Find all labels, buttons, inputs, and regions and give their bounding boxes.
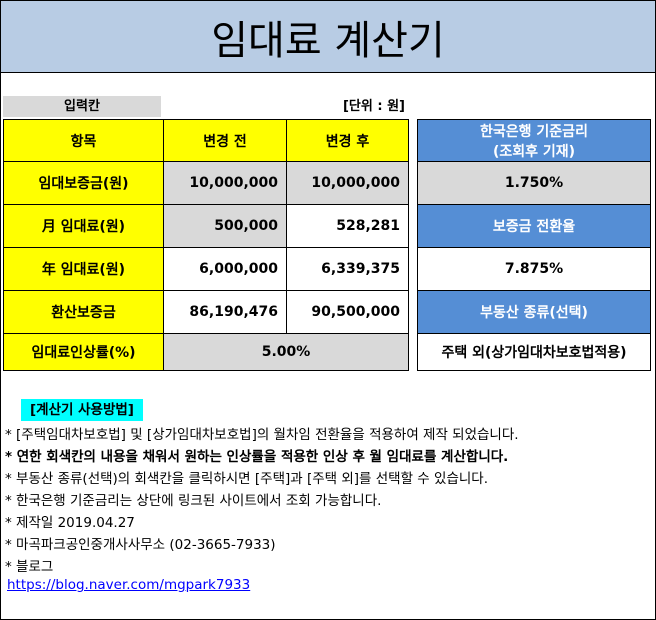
cell[interactable]: 10,000,000: [286, 161, 409, 205]
instruction: * 연한 회색칸의 내용을 채워서 원하는 인상률을 적용한 인상 후 월 임대…: [5, 449, 509, 465]
cell[interactable]: 5.00%: [163, 333, 409, 371]
input-label: 입력칸: [3, 96, 161, 117]
side-header: 보증금 전환율: [417, 204, 651, 248]
label-line: 한국은행 기준금리: [480, 123, 588, 140]
cell: 6,000,000: [163, 247, 287, 291]
cell: 6,339,375: [286, 247, 409, 291]
cell: 528,281: [286, 204, 409, 248]
blog-link[interactable]: https://blog.naver.com/mgpark7933: [7, 577, 251, 593]
side-header: 한국은행 기준금리 (조회후 기재): [417, 119, 651, 162]
header-cell: 항목: [3, 119, 164, 162]
cell: 86,190,476: [163, 290, 287, 334]
cell[interactable]: 10,000,000: [163, 161, 287, 205]
cell: 90,500,000: [286, 290, 409, 334]
side-value[interactable]: 1.750%: [417, 161, 651, 205]
title: 임대료 계산기: [1, 1, 655, 73]
header-cell: 변경 후: [286, 119, 409, 162]
label-line: (조회후 기재): [492, 143, 576, 160]
row-label: 月 임대료(원): [3, 204, 164, 248]
row-label: 年 임대료(원): [3, 247, 164, 291]
instruction: * 마곡파크공인중개사사무소 (02-3665-7933): [5, 537, 276, 553]
instructions-title: [계산기 사용방법]: [21, 399, 143, 421]
side-value: 7.875%: [417, 247, 651, 291]
header-cell: 변경 전: [163, 119, 287, 162]
instruction: * 제작일 2019.04.27: [5, 515, 135, 531]
instruction: * 부동산 종류(선택)의 회색칸을 클릭하시면 [주택]과 [주택 외]를 선…: [5, 471, 488, 487]
instruction: * 한국은행 기준금리는 상단에 링크된 사이트에서 조회 가능합니다.: [5, 493, 382, 509]
instruction: * 블로그: [5, 559, 54, 575]
row-label: 환산보증금: [3, 290, 164, 334]
instruction: * [주택임대차보호법] 및 [상가임대차보호법]의 월차임 전환율을 적용하여…: [5, 427, 519, 443]
cell[interactable]: 500,000: [163, 204, 287, 248]
unit: [단위 : 원]: [342, 99, 405, 114]
row-label: 임대료인상률(%): [3, 333, 164, 371]
side-header: 부동산 종류(선택): [417, 290, 651, 334]
side-value[interactable]: 주택 외(상가임대차보호법적용): [417, 333, 651, 371]
row-label: 임대보증금(원): [3, 161, 164, 205]
